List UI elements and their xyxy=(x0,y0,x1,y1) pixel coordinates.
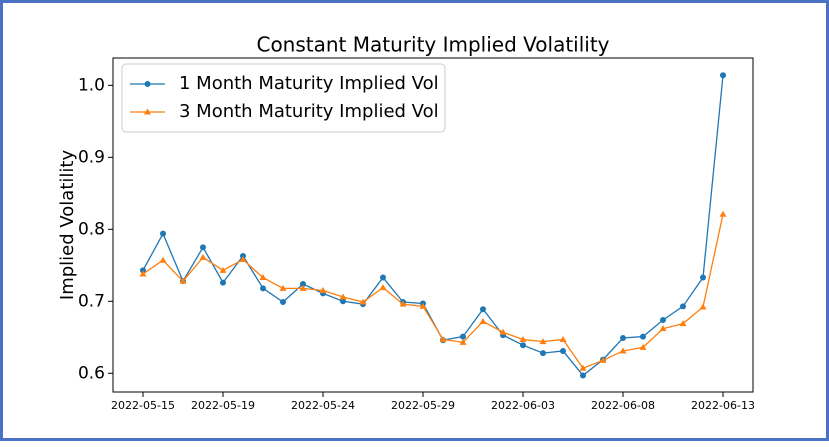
marker xyxy=(419,302,427,309)
y-axis-label: Implied Volatility xyxy=(57,150,78,301)
legend-marker xyxy=(144,108,151,115)
marker xyxy=(200,244,206,251)
marker xyxy=(580,372,586,379)
marker xyxy=(260,285,266,292)
marker xyxy=(259,274,267,281)
marker xyxy=(399,300,407,307)
marker xyxy=(359,298,367,305)
marker xyxy=(599,356,607,363)
marker xyxy=(660,317,666,324)
marker xyxy=(619,347,627,354)
legend-label: 1 Month Maturity Implied Vol xyxy=(179,73,439,94)
marker xyxy=(560,347,566,354)
marker xyxy=(720,72,726,79)
marker xyxy=(539,338,547,345)
legend-box xyxy=(121,63,446,133)
marker xyxy=(240,252,246,259)
marker xyxy=(520,342,526,349)
marker xyxy=(319,287,327,294)
marker xyxy=(659,325,667,332)
marker xyxy=(299,284,307,291)
marker xyxy=(680,303,686,310)
series-line xyxy=(142,214,724,370)
legend-marker xyxy=(144,81,151,87)
marker xyxy=(280,299,286,306)
y-tick-label: 0.8 xyxy=(78,219,105,239)
marker xyxy=(140,267,146,274)
marker xyxy=(379,284,387,291)
marker xyxy=(199,253,207,260)
x-tick-label: 2022-06-13 xyxy=(691,399,755,412)
y-tick-label: 1.0 xyxy=(78,75,105,95)
marker xyxy=(499,328,507,335)
x-tick-label: 2022-05-29 xyxy=(391,399,455,412)
marker xyxy=(239,256,247,263)
marker xyxy=(340,298,346,305)
x-tick-label: 2022-05-24 xyxy=(291,399,355,412)
marker xyxy=(640,333,646,340)
marker xyxy=(219,266,227,273)
marker xyxy=(139,270,147,277)
x-tick-label: 2022-06-08 xyxy=(591,399,655,412)
marker xyxy=(300,281,306,288)
marker xyxy=(460,333,466,340)
marker xyxy=(519,335,527,342)
x-tick-label: 2022-05-19 xyxy=(191,399,255,412)
y-tick-label: 0.7 xyxy=(78,291,105,311)
marker xyxy=(719,210,727,217)
x-tick-label: 2022-06-03 xyxy=(491,399,555,412)
marker xyxy=(700,274,706,281)
marker xyxy=(459,338,467,345)
marker xyxy=(639,343,647,350)
marker xyxy=(160,230,166,237)
marker xyxy=(620,335,626,342)
marker xyxy=(339,293,347,300)
plot-frame xyxy=(112,57,754,393)
marker xyxy=(480,306,486,313)
marker xyxy=(559,335,567,342)
marker xyxy=(540,350,546,357)
marker xyxy=(579,364,587,371)
marker xyxy=(220,279,226,286)
marker xyxy=(179,277,187,284)
marker xyxy=(699,303,707,310)
marker xyxy=(679,320,687,327)
marker xyxy=(479,317,487,324)
legend-label: 3 Month Maturity Implied Vol xyxy=(179,101,439,122)
y-tick-label: 0.6 xyxy=(78,363,105,383)
marker xyxy=(279,284,287,291)
x-tick-label: 2022-05-15 xyxy=(111,399,175,412)
chart-title: Constant Maturity Implied Volatility xyxy=(256,33,609,57)
marker xyxy=(380,274,386,281)
marker xyxy=(159,256,167,263)
y-tick-label: 0.9 xyxy=(78,147,105,167)
marker xyxy=(439,335,447,342)
